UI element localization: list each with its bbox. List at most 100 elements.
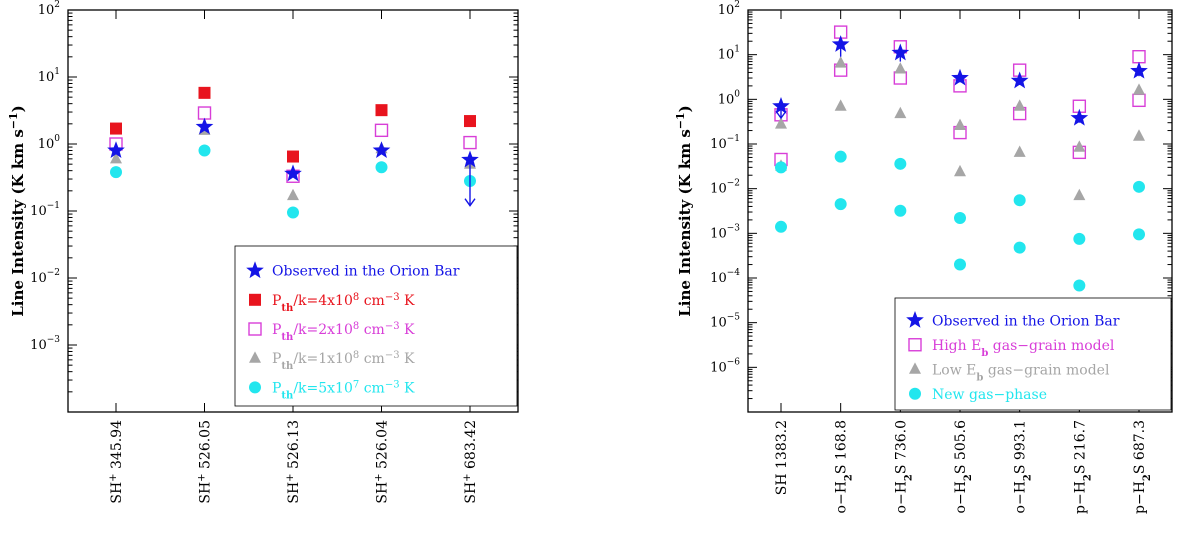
data-point [894, 106, 907, 119]
data-point [831, 35, 850, 52]
data-point [1073, 140, 1086, 152]
y-tick-label: 10−2 [710, 179, 740, 197]
legend-marker [248, 322, 262, 336]
y-tick-label: 100 [38, 134, 61, 152]
x-category-label: o−H2S 505.6 [953, 420, 974, 514]
legend-label: Observed in the Orion Bar [272, 264, 460, 280]
data-point [775, 161, 787, 174]
x-category-label: o−H2S 736.0 [893, 420, 914, 513]
data-point [1013, 99, 1026, 111]
data-point [775, 220, 787, 233]
data-point [834, 150, 847, 163]
y-axis-label: Line Intensity (K km s−1) [7, 105, 28, 317]
data-point [287, 188, 299, 201]
data-point [284, 164, 302, 182]
y-tick-label: 10−6 [710, 357, 740, 375]
data-point [891, 43, 910, 61]
data-point [375, 104, 388, 117]
data-point [110, 122, 122, 135]
data-point [1133, 180, 1145, 193]
data-point [1132, 93, 1146, 108]
x-category-label: SH+ 526.05 [196, 420, 214, 504]
y-tick-label: 101 [718, 45, 740, 63]
data-point [287, 206, 299, 219]
y-axis-label: Line Intensity (K km s−1) [674, 105, 695, 317]
legend-marker [249, 293, 261, 306]
series-circle [775, 198, 1145, 292]
y-tick-label: 10−1 [710, 134, 740, 152]
data-point [834, 198, 847, 211]
y-tick-label: 10−3 [30, 335, 60, 353]
legend-box [894, 297, 1172, 411]
legend-marker [906, 310, 924, 328]
data-point [1133, 83, 1145, 95]
data-point [834, 99, 847, 111]
data-point [894, 62, 907, 74]
data-point [954, 118, 966, 131]
x-category-label: o−H2S 168.8 [834, 420, 855, 513]
data-point [463, 135, 477, 150]
data-point [374, 123, 389, 138]
right-panel-h2s: 10−6 10−5 10−4 10−3 10−2 10−1 100 101 102 SH 1383… [674, 0, 1173, 514]
data-point [464, 115, 476, 128]
data-point [894, 204, 907, 217]
data-point [1013, 241, 1026, 254]
data-point [287, 150, 299, 163]
data-point [110, 152, 122, 164]
series-circle [110, 144, 476, 219]
legend-label: Pth/k=4x108 cm−3 K [272, 291, 415, 313]
x-category-label: p−H2S 216.7 [1072, 420, 1093, 514]
data-point [834, 56, 847, 68]
data-point [1010, 71, 1029, 89]
legend-marker [908, 338, 922, 352]
legend-marker [246, 261, 264, 279]
series-circle [775, 150, 1145, 245]
y-tick-label: 100 [718, 89, 741, 107]
x-category-label: SH+ 526.04 [373, 420, 391, 504]
legend-label: Observed in the Orion Bar [932, 313, 1120, 329]
legend-label: High Eb gas−grain model [932, 338, 1115, 359]
data-point [110, 166, 122, 179]
x-category-label: o−H2S 993.1 [1013, 420, 1034, 513]
legend: Observed in the Orion Bar Pth/k=4x108 cm−… [234, 245, 518, 407]
data-point [775, 117, 787, 129]
series-triangle [775, 83, 1145, 152]
data-point [893, 71, 908, 85]
data-point [1132, 50, 1146, 64]
x-category-label: SH+ 683.42 [462, 420, 480, 504]
data-point [197, 106, 212, 120]
upper-limit-arrow [775, 110, 787, 120]
x-category-label: p−H2S 687.3 [1132, 420, 1153, 514]
data-point [1013, 145, 1026, 157]
data-point [195, 117, 214, 135]
legend-label: Pth/k=5x107 cm−3 K [272, 379, 415, 401]
legend-marker [909, 362, 921, 374]
data-point [1073, 232, 1086, 245]
data-point [951, 68, 969, 86]
legend-marker [249, 351, 261, 363]
y-tick-label: 101 [38, 67, 60, 85]
data-point [772, 96, 790, 114]
legend-label: Pth/k=2x108 cm−3 K [272, 321, 415, 343]
series-square-filled [110, 86, 476, 163]
x-category-label: SH+ 345.94 [108, 420, 126, 504]
upper-limit-arrow [464, 198, 476, 207]
data-point [1133, 129, 1145, 141]
data-point [954, 164, 966, 177]
data-point [954, 258, 966, 271]
data-point [894, 157, 907, 170]
series-star [772, 35, 1148, 126]
series-star [107, 117, 479, 207]
data-point [1130, 61, 1148, 79]
y-tick-label: 10−5 [710, 313, 740, 331]
x-category-label: SH+ 526.13 [285, 420, 303, 504]
legend-label: New gas−phase [932, 387, 1047, 403]
y-tick-label: 102 [718, 0, 740, 18]
legend: Observed in the Orion Bar High Eb gas−gra… [894, 297, 1172, 411]
data-point [375, 161, 388, 174]
legend-box [234, 245, 518, 407]
data-point [107, 141, 125, 159]
data-point [461, 150, 479, 168]
legend-marker [249, 381, 261, 394]
